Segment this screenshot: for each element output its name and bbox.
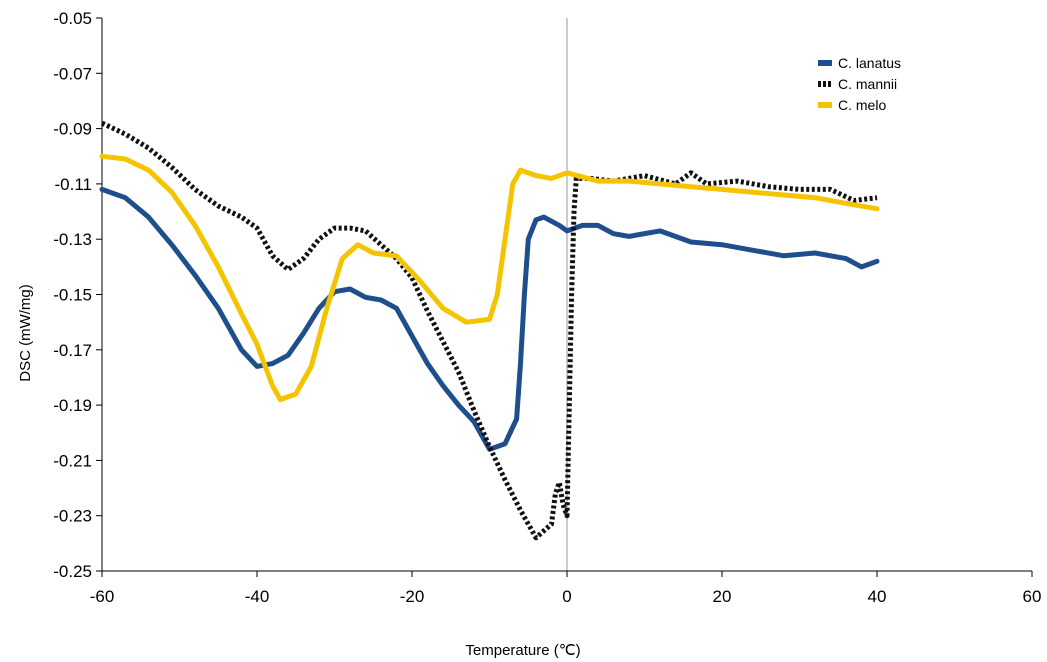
x-tick-label: -60 bbox=[90, 587, 115, 606]
axes-layer: -0.05 -0.07 -0.09 -0.11 -0.13 -0.15 -0.17 -0.19… bbox=[53, 9, 1041, 606]
y-tick-label: -0.15 bbox=[53, 286, 92, 305]
y-tick-label: -0.23 bbox=[53, 507, 92, 526]
y-tick-label: -0.07 bbox=[53, 64, 92, 83]
y-tick-label: -0.05 bbox=[53, 9, 92, 28]
y-tick-label: -0.09 bbox=[53, 120, 92, 139]
x-tick-label: 20 bbox=[713, 587, 732, 606]
legend: C. lanatus C. mannii C. melo bbox=[818, 55, 901, 113]
y-axis-title: DSC (mW/mg) bbox=[17, 284, 34, 382]
series-line-c-melo bbox=[99, 153, 880, 403]
legend-label: C. mannii bbox=[838, 76, 897, 92]
y-tick-label: -0.25 bbox=[53, 562, 92, 581]
y-tick-label: -0.17 bbox=[53, 341, 92, 360]
series-layer bbox=[99, 120, 880, 541]
y-tick-label: -0.21 bbox=[53, 451, 92, 470]
y-tick-label: -0.13 bbox=[53, 230, 92, 249]
legend-label: C. lanatus bbox=[838, 55, 901, 71]
series-line-c-mannii bbox=[100, 120, 878, 541]
x-tick-label: -40 bbox=[245, 587, 270, 606]
x-tick-label: 40 bbox=[868, 587, 887, 606]
x-tick-label: -20 bbox=[400, 587, 425, 606]
legend-label: C. melo bbox=[838, 97, 886, 113]
x-tick-label: 60 bbox=[1023, 587, 1042, 606]
y-tick-label: -0.11 bbox=[55, 175, 93, 194]
y-tick-label: -0.19 bbox=[53, 396, 92, 415]
x-tick-label: 0 bbox=[562, 587, 571, 606]
x-axis-title: Temperature (℃) bbox=[465, 642, 580, 659]
